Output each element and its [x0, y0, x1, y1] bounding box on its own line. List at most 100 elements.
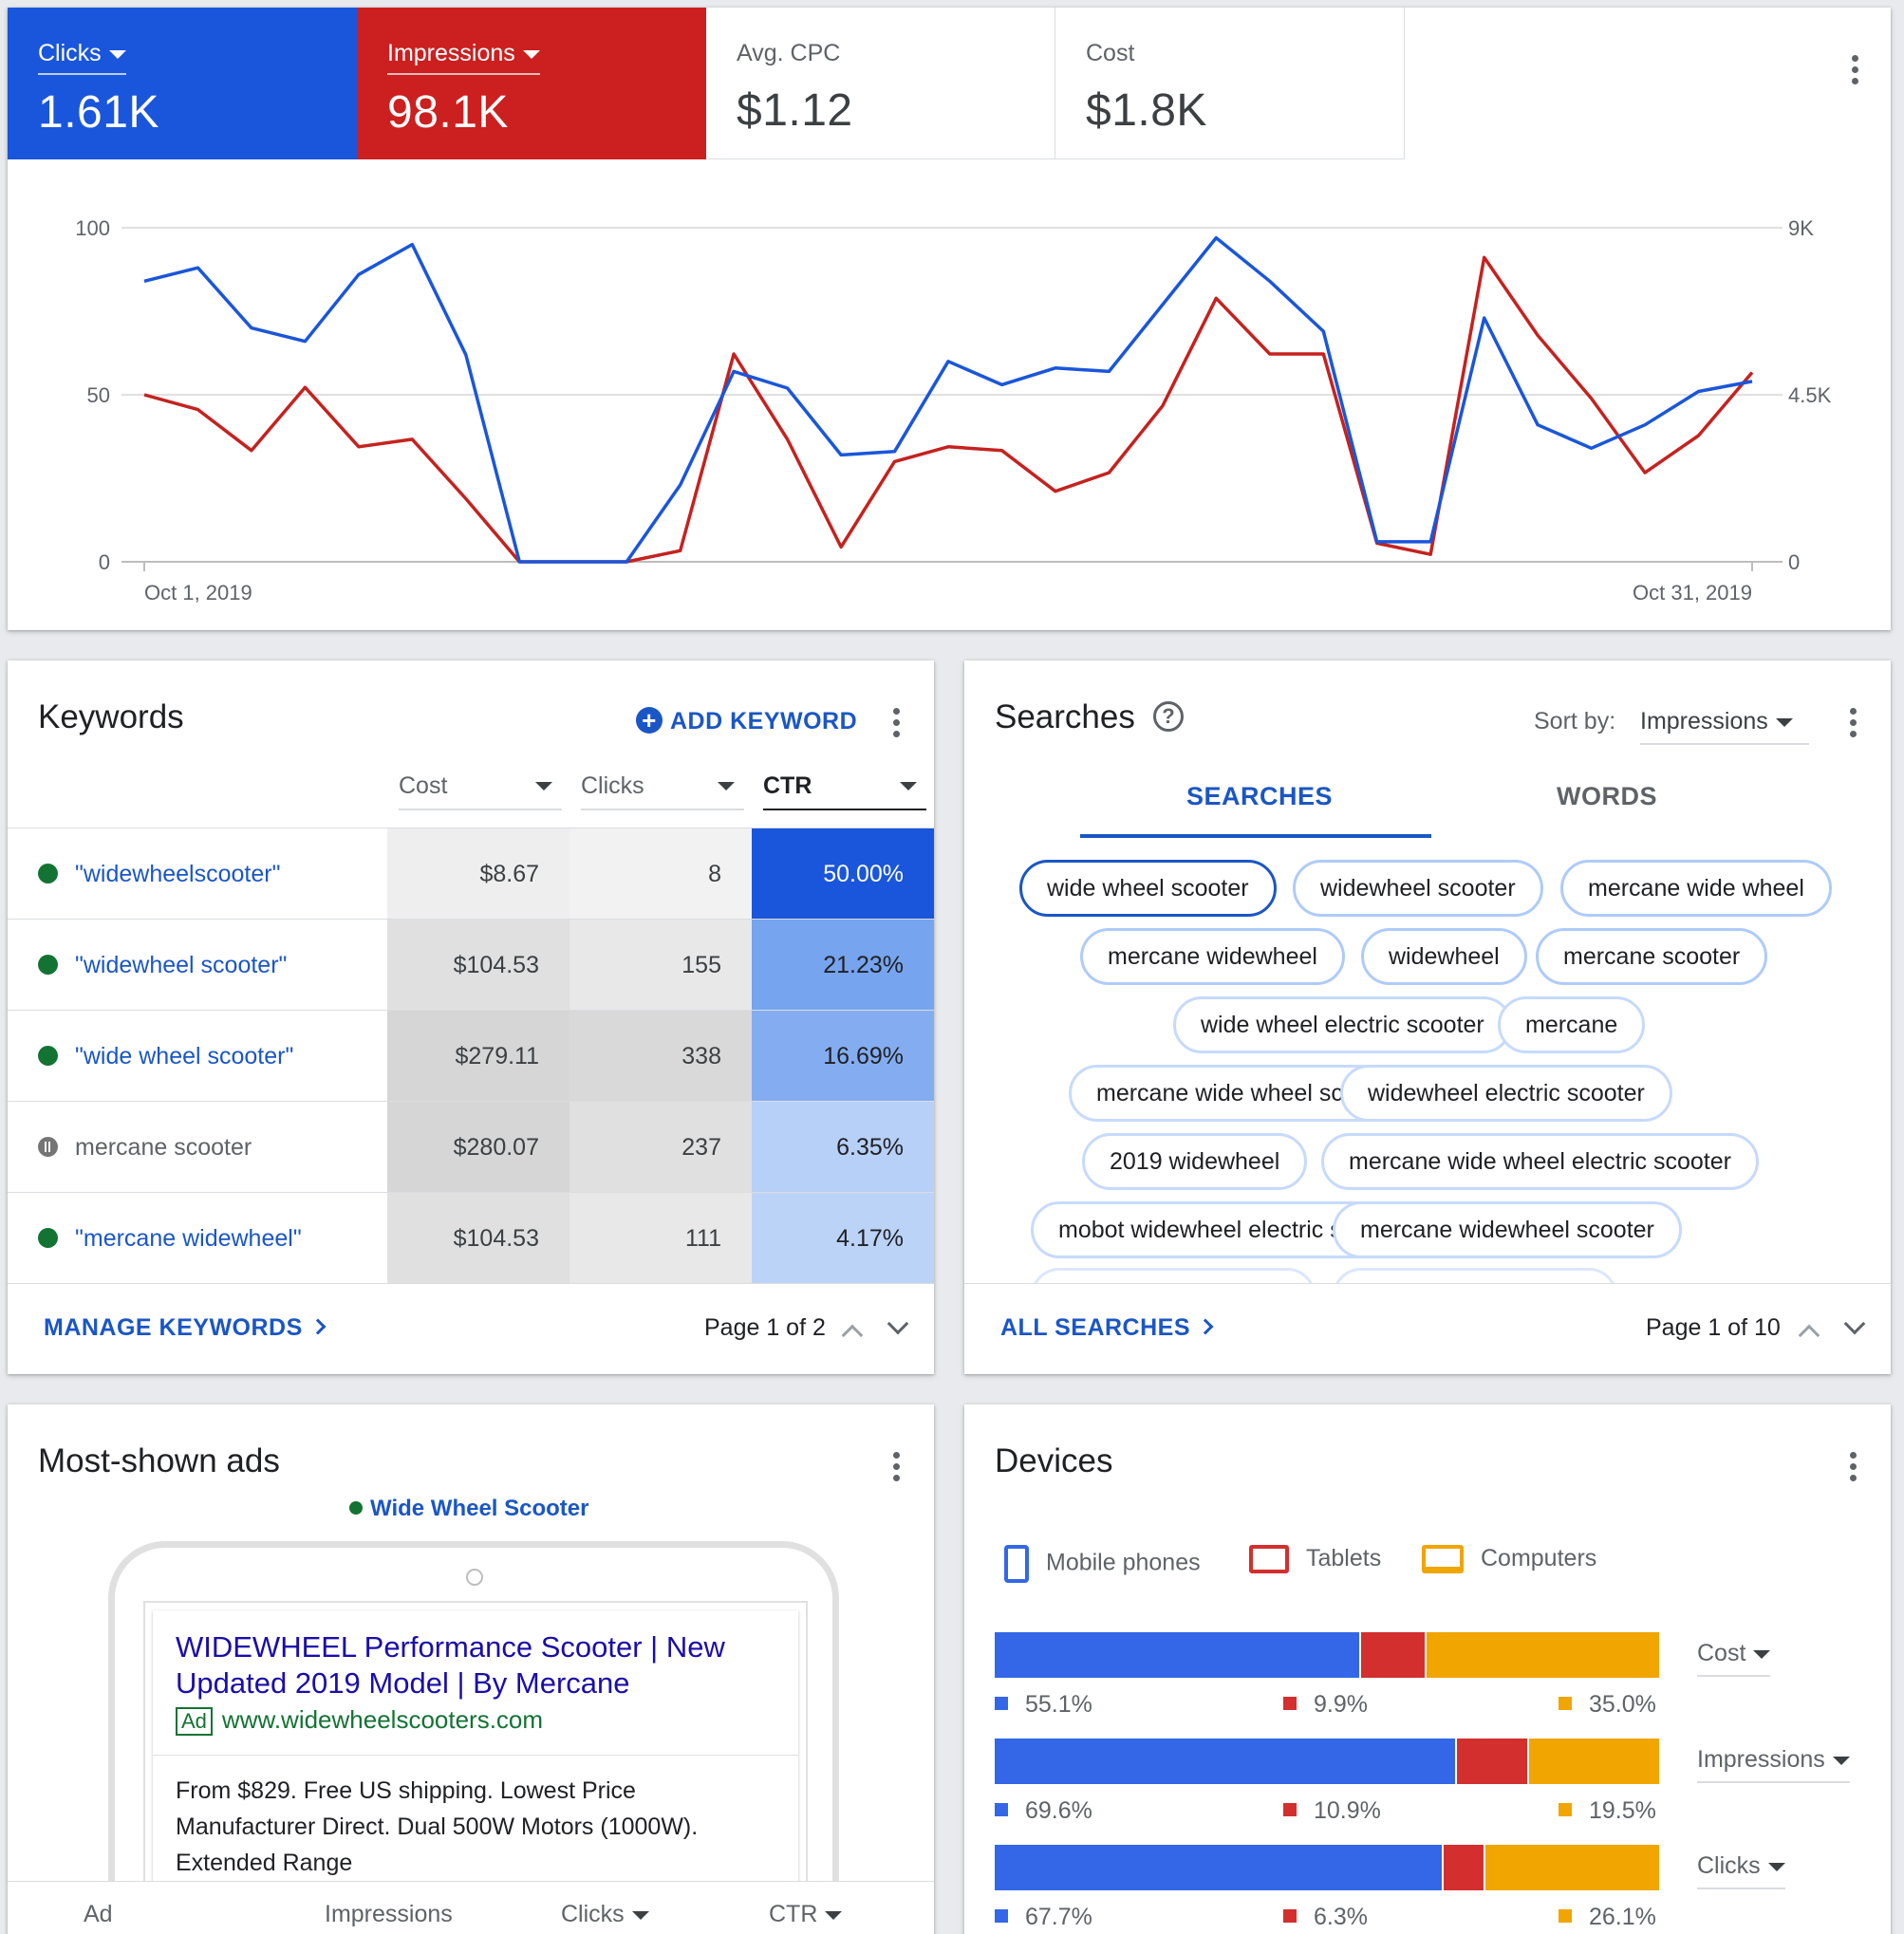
search-chip[interactable]: wide wheel electric scooter: [1173, 996, 1512, 1053]
keyword-cell[interactable]: "mercane widewheel": [38, 1193, 302, 1284]
overview-more-icon[interactable]: [1849, 51, 1860, 89]
help-icon[interactable]: ?: [1153, 701, 1184, 732]
table-row[interactable]: "mercane widewheel" $104.53 111 4.17%: [8, 1192, 934, 1284]
pct-value: 6.3%: [1314, 1904, 1368, 1930]
search-chip[interactable]: wide wheel scooter: [1019, 860, 1277, 917]
metric-clicks[interactable]: Clicks 1.61K: [8, 8, 357, 159]
tab-searches[interactable]: SEARCHES: [1186, 782, 1334, 810]
pct-value: 9.9%: [1314, 1691, 1368, 1718]
device-metric-select[interactable]: Cost: [1697, 1640, 1771, 1677]
performance-line-chart: 100 9K 50 4.5K 0 0 Oct 1, 2019 Oct 31, 2019: [75, 216, 1832, 604]
bar-segment-tablet: [1360, 1632, 1427, 1678]
right-axis-tick: 4.5K: [1788, 383, 1832, 407]
sort-by-value: Impressions: [1640, 708, 1768, 735]
table-row[interactable]: "widewheelscooter" $8.67 8 50.00%: [8, 828, 934, 920]
column-header-cost[interactable]: Cost: [399, 771, 562, 810]
ads-col-impressions[interactable]: Impressions: [325, 1901, 453, 1927]
search-chip[interactable]: widewheel scooter: [1293, 860, 1543, 917]
pct-label-mobile: 55.1%: [995, 1691, 1092, 1719]
laptop-icon: [1422, 1545, 1464, 1574]
device-metric-select[interactable]: Impressions: [1697, 1746, 1850, 1783]
search-chip[interactable]: widewheel: [1361, 928, 1527, 985]
ads-col-clicks[interactable]: Clicks: [561, 1901, 649, 1934]
sort-by-label: Sort by:: [1534, 708, 1616, 735]
all-searches-link[interactable]: ALL SEARCHES: [1000, 1314, 1214, 1342]
ads-title: Most-shown ads: [38, 1442, 280, 1479]
pct-value: 26.1%: [1589, 1904, 1656, 1930]
dropdown-caret-icon: [522, 49, 540, 59]
keywords-more-icon[interactable]: [890, 704, 902, 742]
legend-swatch-icon: [995, 1697, 1008, 1711]
previous-page-icon[interactable]: [841, 1324, 864, 1347]
next-page-icon[interactable]: [1843, 1312, 1866, 1335]
keyword-text: "mercane widewheel": [75, 1225, 302, 1252]
metric-avg-cpc-value: $1.12: [737, 85, 853, 136]
table-row[interactable]: "wide wheel scooter" $279.11 338 16.69%: [8, 1010, 934, 1102]
searches-more-icon[interactable]: [1847, 704, 1858, 742]
add-keyword-button[interactable]: + ADD KEYWORD: [636, 707, 857, 735]
keyword-text: "wide wheel scooter": [75, 1043, 294, 1069]
search-chip[interactable]: mercane widewheel scooter: [1333, 1201, 1682, 1258]
ad-name[interactable]: Wide Wheel Scooter: [349, 1496, 588, 1522]
metric-avg-cpc[interactable]: Avg. CPC $1.12: [706, 8, 1055, 159]
status-dot-icon: [349, 1501, 363, 1516]
left-axis-tick: 50: [87, 383, 110, 407]
legend-swatch-icon: [1283, 1909, 1297, 1924]
dropdown-caret-icon: [1832, 1756, 1850, 1765]
x-axis-end-label: Oct 31, 2019: [1633, 581, 1752, 604]
right-axis-tick: 0: [1788, 550, 1800, 574]
tab-words[interactable]: WORDS: [1557, 782, 1657, 810]
search-chip[interactable]: widewheel electric scooter: [1340, 1065, 1672, 1122]
devices-more-icon[interactable]: [1847, 1448, 1858, 1486]
all-searches-label: ALL SEARCHES: [1000, 1314, 1191, 1341]
ads-col-ctr[interactable]: CTR: [769, 1901, 843, 1934]
metric-cost-label: Cost: [1086, 40, 1135, 66]
search-chips: wide wheel scooter widewheel scooter merca…: [964, 660, 1891, 1325]
search-chip[interactable]: mercane wide wheel electric scooter: [1321, 1133, 1759, 1190]
manage-keywords-label: MANAGE KEYWORDS: [44, 1314, 303, 1341]
pct-value: 67.7%: [1025, 1904, 1092, 1930]
manage-keywords-link[interactable]: MANAGE KEYWORDS: [44, 1314, 327, 1342]
metric-avg-cpc-label: Avg. CPC: [737, 40, 841, 66]
device-metric-select[interactable]: Clicks: [1697, 1852, 1785, 1889]
legend-swatch-icon: [1283, 1697, 1297, 1711]
previous-page-icon[interactable]: [1798, 1324, 1820, 1347]
table-row[interactable]: "widewheel scooter" $104.53 155 21.23%: [8, 919, 934, 1011]
metric-clicks-label: Clicks: [38, 40, 102, 66]
legend-computers-label: Computers: [1481, 1545, 1597, 1571]
next-page-icon[interactable]: [887, 1312, 909, 1335]
keyword-cell[interactable]: "widewheelscooter": [38, 828, 280, 920]
table-row[interactable]: mercane scooter $280.07 237 6.35%: [8, 1101, 934, 1193]
column-header-clicks[interactable]: Clicks: [581, 771, 744, 810]
device-metric-value: Impressions: [1697, 1746, 1825, 1773]
ads-more-icon[interactable]: [890, 1448, 902, 1486]
metric-impressions[interactable]: Impressions 98.1K: [357, 8, 706, 159]
keyword-cell[interactable]: mercane scooter: [38, 1102, 252, 1193]
metric-impressions-value: 98.1K: [387, 87, 509, 138]
ads-col-ad[interactable]: Ad: [84, 1901, 113, 1927]
pct-value: 69.6%: [1025, 1797, 1092, 1824]
clicks-cell: 8: [569, 828, 752, 920]
search-chip[interactable]: mercane: [1498, 996, 1646, 1053]
keyword-cell[interactable]: "wide wheel scooter": [38, 1011, 293, 1102]
column-header-ctr[interactable]: CTR: [763, 771, 926, 810]
legend-computers: Computers: [1422, 1545, 1597, 1574]
sort-by-select[interactable]: Impressions: [1640, 708, 1809, 745]
search-chip[interactable]: mercane wide wheel: [1560, 860, 1832, 917]
left-axis-tick: 100: [75, 216, 110, 240]
search-chip[interactable]: mercane scooter: [1536, 928, 1768, 985]
cost-cell: $8.67: [387, 828, 569, 920]
ad-preview[interactable]: WIDEWHEEL Performance Scooter | New Upda…: [153, 1610, 798, 1934]
clicks-cell: 155: [569, 920, 752, 1011]
ad-description-line: From $829. Free US shipping. Lowest Pric…: [176, 1777, 636, 1804]
pct-label-computer: 19.5%: [1559, 1797, 1656, 1825]
sort-caret-icon: [825, 1910, 843, 1920]
pct-label-computer: 26.1%: [1559, 1904, 1656, 1931]
bar-segment-computer: [1426, 1632, 1659, 1678]
metric-cost[interactable]: Cost $1.8K: [1055, 8, 1405, 159]
cost-cell: $279.11: [387, 1011, 569, 1102]
right-axis-tick: 9K: [1788, 216, 1814, 240]
search-chip[interactable]: 2019 widewheel: [1082, 1133, 1308, 1190]
search-chip[interactable]: mercane widewheel: [1080, 928, 1345, 985]
keyword-cell[interactable]: "widewheel scooter": [38, 920, 287, 1011]
